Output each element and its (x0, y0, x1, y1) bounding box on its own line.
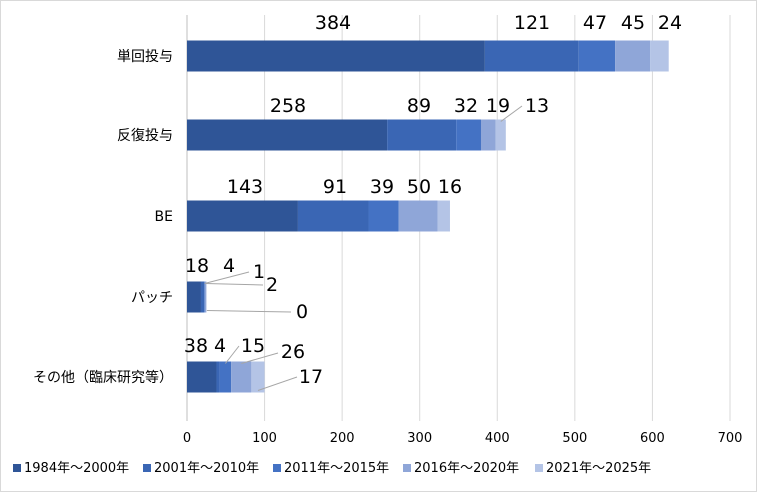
data-label-leader (241, 352, 279, 364)
data-label: 4 (214, 335, 226, 357)
legend-label: 2016年～2020年 (414, 461, 519, 476)
data-label: 45 (621, 12, 645, 34)
data-label-leader (204, 271, 250, 284)
bar-segment (200, 281, 205, 313)
data-label: 89 (407, 95, 431, 117)
data-label: 1 (253, 261, 265, 283)
bar-segment (187, 281, 201, 313)
data-label: 19 (486, 95, 510, 117)
x-tick-label: 300 (407, 431, 432, 446)
legend-swatch (403, 464, 411, 472)
bar-segment (187, 40, 485, 72)
bar-segment (650, 40, 669, 72)
category-label: BE (155, 209, 173, 225)
data-label: 17 (299, 366, 323, 388)
x-tick-label: 600 (640, 431, 665, 446)
category-label: 単回投与 (117, 49, 173, 65)
data-label: 26 (281, 341, 305, 363)
legend-swatch (273, 464, 281, 472)
data-label: 121 (514, 12, 550, 34)
legend-label: 2001年～2010年 (154, 461, 259, 476)
bar-segment (187, 361, 217, 393)
legend-label: 1984年～2000年 (24, 461, 129, 476)
bar-segment (437, 200, 450, 232)
bar-segment (495, 119, 506, 151)
legend-swatch (13, 464, 21, 472)
x-tick-label: 0 (183, 431, 191, 446)
data-label: 24 (658, 12, 682, 34)
bar-segment (219, 361, 232, 393)
bar-segment (480, 119, 496, 151)
data-label: 4 (223, 255, 235, 277)
bar-segment (251, 361, 265, 393)
data-label: 384 (315, 12, 351, 34)
data-label: 15 (241, 335, 265, 357)
bar-segment (187, 200, 298, 232)
bar-segment (297, 200, 369, 232)
legend-label: 2011年～2015年 (284, 461, 389, 476)
data-label: 143 (227, 176, 263, 198)
legend-swatch (535, 464, 543, 472)
bar-segment (187, 119, 388, 151)
bar-segment (615, 40, 651, 72)
category-label: 反復投与 (117, 127, 173, 144)
data-label: 16 (438, 176, 462, 198)
data-label: 18 (185, 255, 209, 277)
data-label: 47 (583, 12, 607, 34)
bar-segment (231, 361, 252, 393)
data-label-leader (500, 105, 523, 122)
data-label-leader (206, 310, 292, 313)
bar-segment (578, 40, 616, 72)
data-label: 13 (525, 95, 549, 117)
bar-segment (387, 119, 457, 151)
legend-swatch (143, 464, 151, 472)
data-label: 38 (184, 335, 208, 357)
data-label-leader (225, 345, 240, 364)
data-label: 32 (454, 95, 478, 117)
data-label: 0 (296, 301, 308, 323)
data-label: 2 (266, 274, 278, 296)
data-label: 39 (370, 176, 394, 198)
bar-segment (456, 119, 481, 151)
bar-segment (204, 281, 205, 313)
data-label: 258 (270, 95, 306, 117)
bar-segment (484, 40, 579, 72)
data-label-leader (205, 283, 264, 286)
bar-segment (216, 361, 220, 393)
x-tick-label: 700 (718, 431, 743, 446)
bar-segment (204, 281, 207, 313)
bar-segment (398, 200, 438, 232)
data-label: 50 (407, 176, 431, 198)
bar-segment (368, 200, 399, 232)
x-tick-label: 400 (485, 431, 510, 446)
x-tick-label: 100 (252, 431, 277, 446)
x-tick-label: 500 (562, 431, 587, 446)
data-label: 91 (323, 176, 347, 198)
data-label-leader (257, 376, 298, 391)
category-label: その他（臨床研究等） (33, 369, 173, 386)
category-label: パッチ (131, 290, 173, 306)
legend-label: 2021年～2025年 (546, 461, 651, 476)
x-tick-label: 200 (330, 431, 355, 446)
